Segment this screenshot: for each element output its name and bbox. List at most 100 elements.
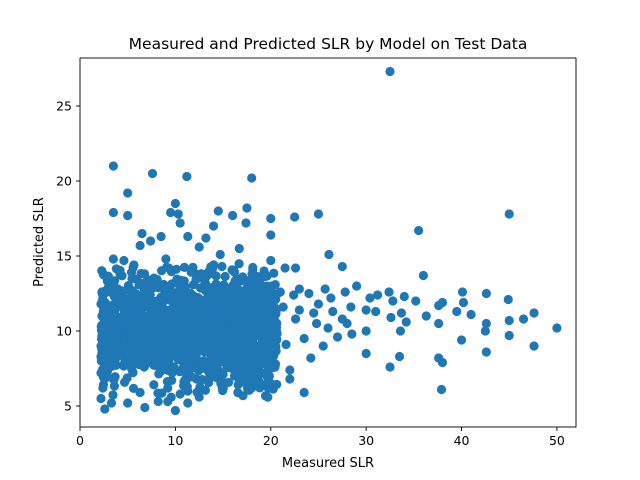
data-point	[96, 393, 106, 404]
data-point	[138, 336, 149, 347]
data-point	[161, 254, 171, 264]
data-point	[128, 301, 138, 311]
data-point	[299, 333, 309, 344]
data-point	[119, 325, 129, 335]
data-point	[123, 398, 133, 408]
x-tick-label: 20	[263, 433, 279, 448]
data-point	[399, 291, 409, 302]
data-point	[247, 173, 257, 183]
data-point	[418, 270, 428, 281]
data-point	[371, 306, 381, 317]
data-point	[139, 269, 150, 279]
data-point	[328, 306, 338, 317]
data-point	[213, 206, 223, 216]
data-point	[185, 345, 195, 355]
data-point	[272, 289, 283, 299]
data-point	[481, 347, 491, 357]
data-point	[111, 360, 121, 370]
data-point	[385, 66, 395, 77]
data-point	[218, 369, 228, 379]
data-point	[421, 311, 431, 321]
data-point	[138, 351, 148, 361]
data-point	[217, 261, 227, 272]
data-point	[197, 374, 207, 385]
data-point	[112, 284, 123, 294]
data-point	[386, 312, 396, 323]
data-point	[107, 304, 118, 314]
data-point	[241, 299, 251, 309]
data-point	[102, 372, 112, 382]
data-point	[313, 209, 324, 219]
data-point	[248, 317, 258, 327]
data-point	[229, 267, 240, 277]
data-point	[182, 171, 192, 182]
data-point	[211, 271, 221, 281]
data-point	[123, 188, 133, 198]
data-point	[186, 267, 196, 277]
data-point	[172, 278, 182, 288]
x-tick-label: 10	[167, 433, 183, 448]
data-point	[181, 357, 192, 367]
data-point	[131, 310, 141, 320]
data-point	[388, 296, 398, 306]
data-point	[323, 323, 333, 333]
data-point	[233, 380, 243, 390]
data-point	[170, 198, 180, 209]
data-point	[340, 287, 350, 297]
data-point	[183, 231, 193, 242]
data-point	[147, 301, 157, 311]
data-point	[436, 384, 447, 395]
data-point	[115, 294, 125, 304]
data-point	[159, 305, 169, 315]
data-point	[437, 357, 448, 368]
data-point	[263, 383, 274, 394]
data-point	[208, 221, 219, 231]
data-point	[529, 341, 539, 351]
chart-title: Measured and Predicted SLR by Model on T…	[129, 35, 528, 53]
data-point	[192, 312, 202, 322]
data-point	[106, 347, 116, 358]
data-point	[194, 366, 204, 376]
data-point	[191, 344, 202, 354]
data-point	[518, 314, 529, 324]
data-point	[119, 255, 129, 266]
data-point	[223, 377, 234, 388]
data-point	[128, 368, 138, 378]
data-point	[401, 317, 411, 327]
data-point	[216, 290, 226, 300]
data-point	[162, 377, 172, 387]
data-point	[185, 328, 195, 338]
data-point	[145, 236, 156, 246]
data-point	[108, 207, 118, 218]
data-point	[192, 298, 202, 308]
data-point	[268, 348, 278, 358]
data-point	[504, 330, 514, 341]
data-point	[503, 294, 513, 305]
data-point	[136, 344, 146, 354]
data-point	[171, 350, 181, 361]
data-point	[128, 383, 139, 393]
data-point	[131, 289, 142, 299]
data-point	[458, 297, 469, 308]
data-point	[320, 284, 330, 294]
data-point	[129, 317, 139, 327]
data-point	[437, 297, 448, 308]
data-point	[127, 274, 137, 284]
data-point	[394, 351, 405, 362]
data-point	[122, 348, 133, 358]
data-point	[456, 335, 467, 345]
data-point	[281, 339, 291, 350]
data-point	[326, 293, 336, 303]
data-point	[192, 332, 203, 342]
data-point	[147, 342, 158, 352]
data-point	[337, 314, 347, 324]
data-point	[165, 338, 175, 348]
data-point	[108, 390, 118, 400]
data-point	[208, 263, 218, 274]
data-point	[175, 389, 185, 399]
x-axis-ticks: 0 10 20 30 40 50	[76, 427, 565, 448]
data-point	[324, 249, 334, 260]
data-point	[289, 290, 299, 300]
data-point	[191, 275, 201, 285]
